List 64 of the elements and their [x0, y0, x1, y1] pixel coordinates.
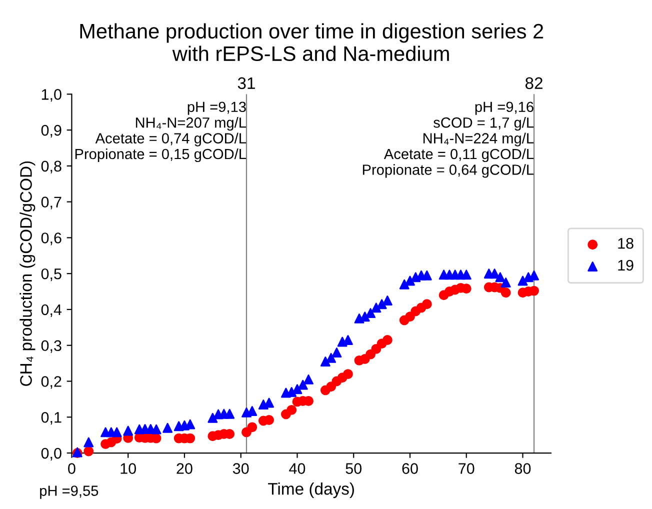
y-tick-label: 0,1	[41, 412, 62, 425]
point	[382, 296, 392, 306]
point	[208, 412, 218, 423]
point	[366, 308, 376, 318]
point	[529, 270, 539, 280]
x-tick-label: 10	[120, 463, 136, 474]
x-tick-label: 40	[289, 463, 306, 474]
y-tick-label: 0,8	[41, 160, 62, 174]
legend-label: 19	[618, 260, 634, 271]
point	[461, 270, 472, 280]
legend-label: 18	[618, 238, 634, 249]
point	[224, 408, 235, 419]
point	[123, 426, 134, 436]
x-tick-label: 70	[458, 463, 474, 474]
point	[371, 302, 382, 313]
point	[151, 424, 162, 434]
y-tick-label: 0,5	[41, 268, 62, 282]
y-tick-label: 0,2	[41, 376, 62, 389]
point	[343, 335, 353, 345]
x-tick-label: 50	[346, 463, 362, 474]
y-tick-label: 0,6	[41, 232, 62, 246]
point	[422, 299, 432, 310]
point	[304, 374, 314, 384]
y-axis-title: CH₄ production (gCOD/gCOD)	[20, 161, 36, 386]
point	[286, 404, 297, 415]
point	[399, 279, 410, 290]
x-tick-label: 0	[68, 463, 76, 474]
point	[84, 446, 94, 456]
point	[422, 270, 432, 280]
point	[247, 422, 258, 432]
y-tick-label: 1,0	[42, 89, 62, 102]
x-tick-label: 30	[232, 463, 249, 474]
chart-title: Methane production over time in digestion series 2 with rEPS-LS and Na-medium	[80, 23, 544, 62]
point	[500, 278, 511, 288]
point	[264, 415, 274, 425]
point	[343, 369, 353, 380]
point	[382, 335, 392, 345]
y-tick-label: 0,9	[41, 124, 62, 138]
y-tick-label: 0,4	[41, 304, 62, 317]
annotation: pH =9,16 sCOD = 1,7 g/L NH₄-N=224 mg/L Acetate = 0,11 gCOD/L Propionate = 0,64 gCOD/L	[362, 102, 534, 178]
point	[495, 272, 506, 282]
x-tick-label: 60	[402, 463, 418, 474]
annotation: pH =9,13 NH₄-N=207 mg/L Acetate = 0,74 gCOD/L Propionate = 0,15 gCOD/L	[75, 102, 246, 162]
point	[376, 299, 387, 310]
x-tick-label: 80	[514, 463, 531, 474]
y-tick-label: 0,7	[41, 196, 62, 210]
point	[326, 352, 336, 363]
point	[84, 437, 94, 448]
x-axis-title: Time (days)	[268, 482, 354, 498]
point	[529, 286, 539, 296]
point	[500, 288, 511, 298]
point	[490, 268, 500, 279]
point	[298, 380, 308, 390]
point	[112, 427, 122, 438]
x-tick-label: 20	[176, 463, 192, 474]
point	[332, 348, 342, 358]
point	[162, 422, 173, 433]
ref-line-label: 31	[238, 77, 255, 90]
point	[264, 398, 274, 408]
text: pH =9,55	[40, 486, 98, 499]
ref-line-label: 82	[525, 77, 542, 90]
y-tick-label: 0,3	[41, 340, 62, 353]
y-tick-label: 0,0	[41, 448, 62, 460]
point	[320, 356, 330, 366]
